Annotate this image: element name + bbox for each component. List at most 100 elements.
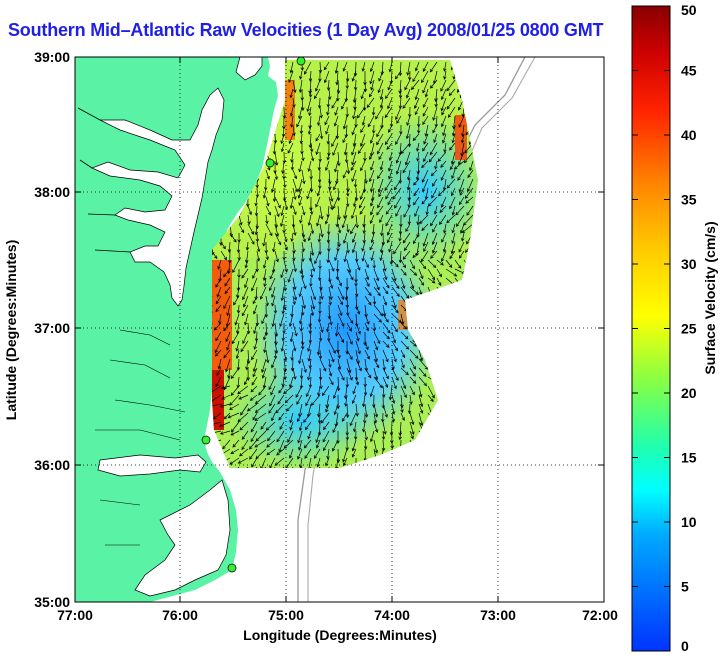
velocity-arrow [295, 385, 303, 398]
velocity-arrow [379, 241, 384, 254]
velocity-arrow [298, 439, 303, 451]
velocity-arrow [423, 241, 429, 253]
velocity-arrow [280, 340, 285, 352]
velocity-arrow [379, 97, 384, 109]
velocity-arrow [458, 115, 465, 128]
velocity-arrow [345, 439, 349, 451]
velocity-arrow [459, 187, 465, 196]
velocity-arrow [364, 313, 370, 325]
velocity-arrow [409, 367, 416, 377]
velocity-arrow [252, 268, 258, 279]
velocity-arrow [367, 115, 375, 128]
x-axis-label: Longitude (Degrees:Minutes) [243, 627, 437, 643]
velocity-arrow [355, 304, 361, 315]
velocity-arrow [308, 88, 313, 98]
velocity-arrow [241, 439, 249, 451]
velocity-arrow [212, 394, 222, 403]
velocity-arrow [307, 124, 312, 135]
velocity-arrow [373, 403, 379, 418]
velocity-arrow [273, 133, 278, 144]
velocity-arrow [292, 178, 299, 193]
velocity-arrow [396, 115, 402, 124]
velocity-arrow [253, 304, 258, 315]
radar-station-marker [201, 435, 211, 445]
velocity-arrow [223, 295, 231, 310]
velocity-arrow [274, 250, 279, 263]
velocity-arrow [317, 97, 322, 109]
velocity-arrow [359, 187, 366, 200]
velocity-arrow [269, 268, 276, 280]
velocity-arrow [388, 241, 393, 253]
velocity-arrow [409, 376, 417, 384]
velocity-arrow [394, 70, 402, 80]
velocity-arrow [292, 295, 296, 306]
velocity-arrow [304, 61, 312, 75]
velocity-arrow [349, 412, 357, 427]
velocity-arrow [282, 223, 286, 234]
velocity-arrow [292, 97, 296, 108]
velocity-arrow [223, 412, 231, 420]
velocity-arrow [457, 169, 465, 181]
velocity-arrow [388, 385, 393, 401]
velocity-arrow [391, 349, 397, 363]
velocity-arrow [328, 187, 334, 202]
velocity-arrow [382, 313, 389, 323]
delaware-bay [235, 57, 263, 81]
velocity-arrow [409, 358, 416, 370]
velocity-arrow [370, 160, 375, 171]
velocity-arrow [218, 421, 231, 428]
velocity-arrow [262, 187, 267, 199]
velocity-arrow [407, 214, 412, 226]
velocity-arrow [364, 403, 369, 418]
velocity-arrow [239, 448, 249, 457]
velocity-arrow [315, 142, 321, 156]
velocity-arrow [407, 403, 412, 415]
velocity-arrow [418, 385, 423, 398]
velocity-arrow [450, 151, 456, 165]
velocity-arrow [255, 259, 259, 273]
velocity-arrow [269, 457, 276, 468]
velocity-arrow [214, 340, 222, 354]
coastal-inlets [95, 329, 186, 546]
velocity-arrow [359, 205, 366, 215]
velocity-arrow [377, 196, 384, 209]
velocity-arrow [310, 259, 316, 272]
velocity-arrow [366, 97, 375, 108]
velocity-arrow [355, 376, 360, 386]
velocity-arrow [328, 277, 334, 289]
velocity-arrow [362, 178, 367, 193]
velocity-arrow [292, 124, 296, 137]
velocity-arrow [400, 376, 407, 390]
velocity-arrow [306, 97, 312, 112]
velocity-arrow [328, 313, 333, 326]
y-tick-label: 36:00 [34, 457, 70, 473]
velocity-arrow [373, 421, 379, 433]
velocity-arrow [424, 88, 429, 98]
velocity-arrow [382, 367, 389, 380]
velocity-arrow [391, 331, 397, 344]
velocity-arrow [358, 196, 366, 209]
velocity-arrow [461, 232, 465, 242]
velocity-arrow [326, 448, 330, 460]
velocity-arrow [229, 394, 240, 406]
velocity-arrow [255, 313, 260, 327]
velocity-arrow [364, 340, 369, 351]
velocity-arrow [297, 187, 303, 199]
velocity-arrow [422, 115, 429, 125]
velocity-arrow [418, 403, 424, 414]
velocity-arrow [272, 187, 277, 203]
velocity-arrow [265, 196, 270, 207]
velocity-arrow [391, 268, 397, 282]
velocity-arrow [300, 268, 305, 279]
velocity-arrow [381, 439, 386, 452]
velocity-arrow [240, 403, 249, 416]
velocity-arrow [382, 421, 387, 435]
velocity-arrow [353, 79, 358, 91]
velocity-arrow [308, 322, 312, 335]
velocity-arrow [216, 286, 222, 298]
velocity-arrow [255, 232, 260, 243]
velocity-arrow [212, 412, 222, 420]
velocity-arrow [436, 259, 444, 266]
velocity-arrow [255, 214, 260, 230]
velocity-arrow [280, 142, 285, 153]
